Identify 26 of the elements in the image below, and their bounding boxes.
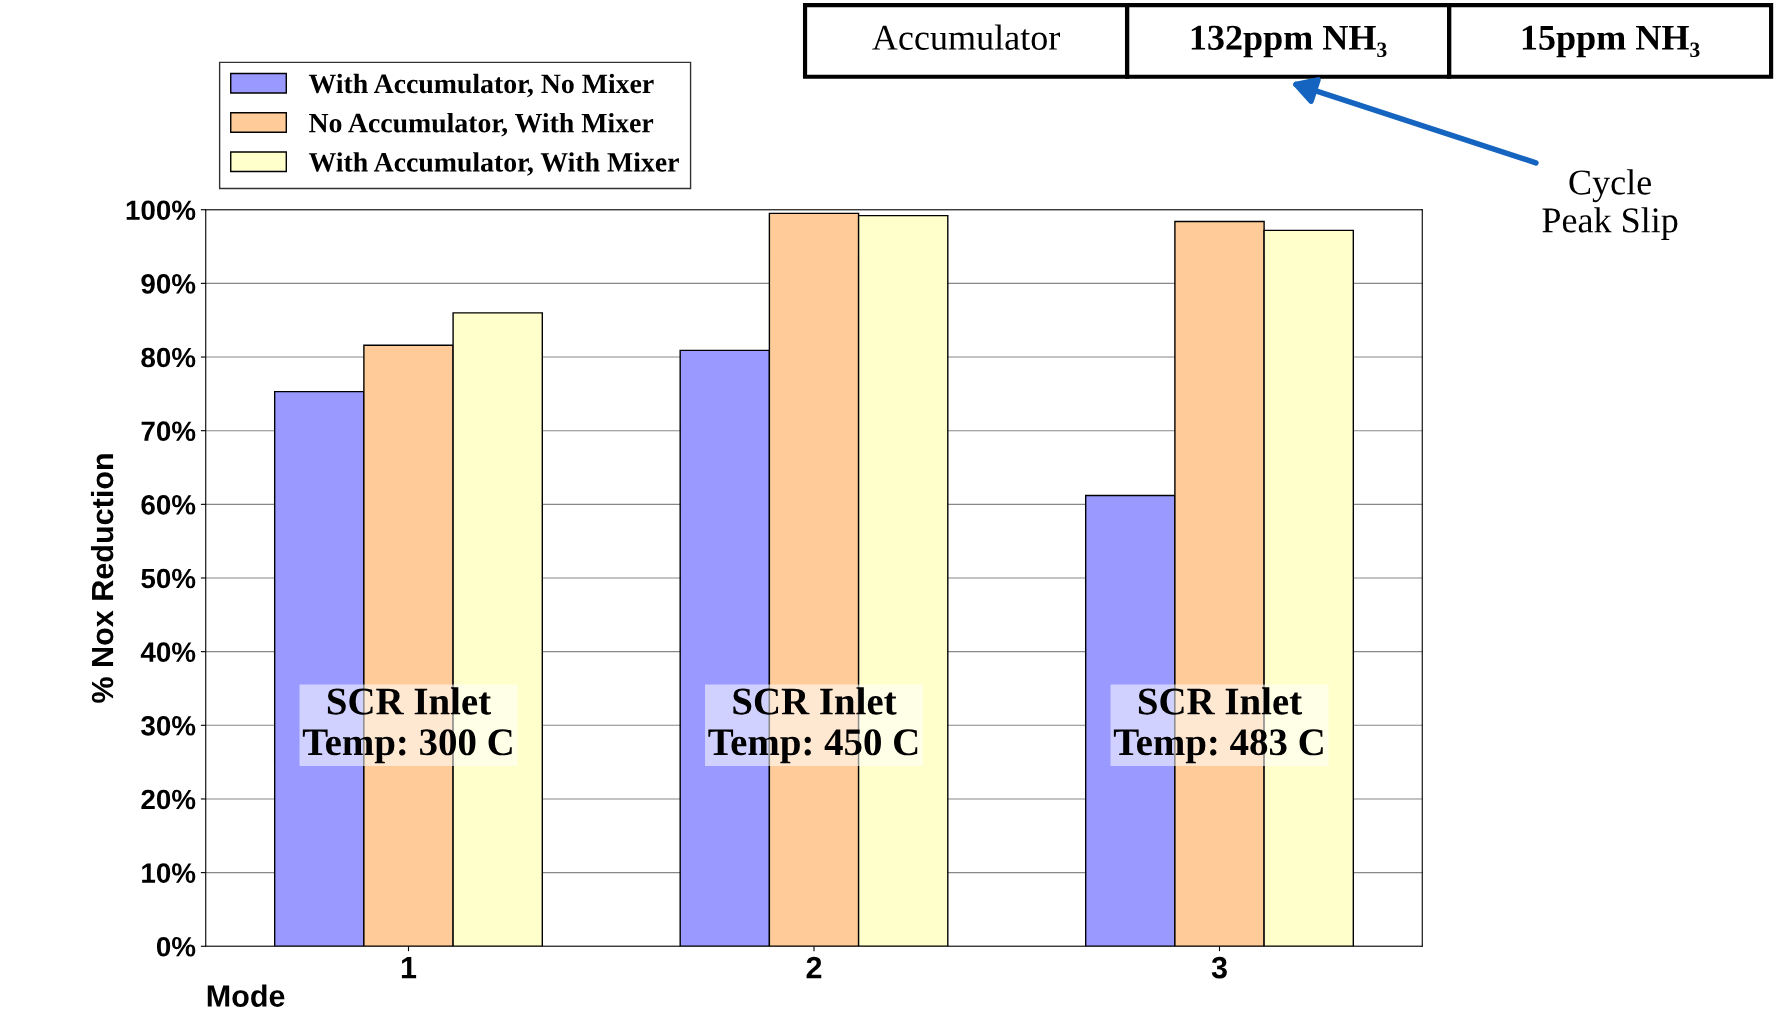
y-tick-label: 100% — [126, 200, 196, 221]
x-axis-title: Mode — [207, 984, 285, 1007]
y-tick-label: 10% — [142, 863, 196, 883]
text: Accumulator — [872, 24, 1060, 50]
y-tick-label: 70% — [141, 421, 196, 442]
text: Cycle Peak Slip — [1542, 169, 1678, 240]
y-axis-title: % Nox Reduction — [90, 454, 114, 703]
y-tick-label: 80% — [141, 347, 196, 368]
text: 15ppm NH₃ — [1522, 25, 1700, 58]
legend-label: No Accumulator, With Mixer — [309, 112, 654, 137]
y-tick-label: 60% — [141, 495, 196, 515]
y-tick-label: 20% — [141, 789, 196, 810]
x-tick-label: 2 — [806, 956, 822, 979]
text: 132ppm NH₃ — [1191, 25, 1387, 58]
y-tick-label: 40% — [140, 642, 196, 662]
y-tick-label: 90% — [141, 274, 196, 294]
legend-label: With Accumulator, With Mixer — [308, 152, 679, 176]
x-tick-label: 1 — [401, 957, 417, 979]
annotation: SCR Inlet Temp: 483 C — [1113, 687, 1323, 764]
y-tick-label: 30% — [141, 715, 196, 736]
annotation: SCR Inlet Temp: 450 C — [708, 687, 918, 764]
y-tick-label: 50% — [141, 568, 196, 589]
legend-label: With Accumulator, No Mixer — [308, 73, 654, 98]
y-tick-label: 0% — [156, 936, 196, 957]
annotation: SCR Inlet Temp: 300 C — [302, 687, 512, 764]
x-tick-label: 3 — [1211, 956, 1227, 979]
